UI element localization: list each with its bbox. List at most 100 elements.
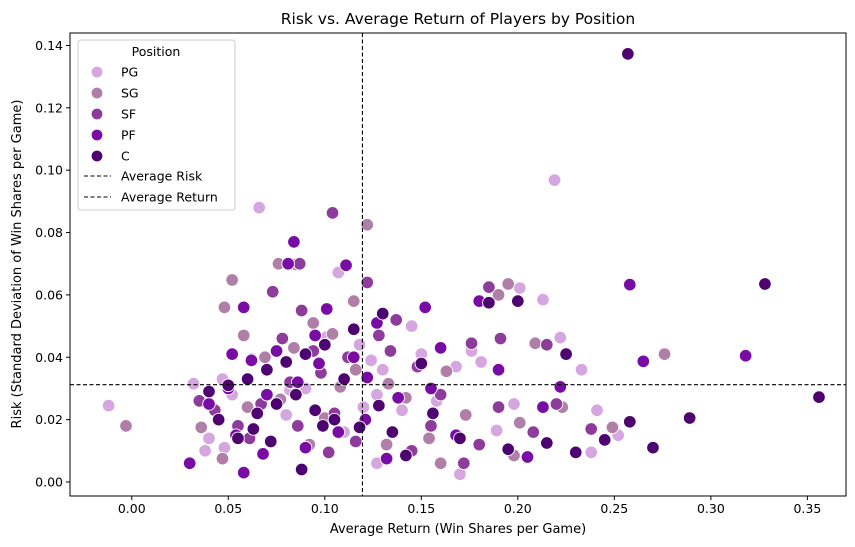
point-c-39 [316,419,330,433]
point-sf-25 [433,387,448,402]
point-pf-35 [379,451,394,466]
point-c-40 [246,422,261,436]
point-sg-29 [194,420,209,435]
point-c-16 [279,355,293,369]
point-pf-25 [391,391,405,405]
point-sg-27 [325,327,340,341]
point-c-1 [758,277,772,291]
point-c-15 [298,347,313,361]
point-c-10 [453,431,467,446]
point-c-31 [426,406,440,421]
point-pg-16 [202,431,216,446]
point-pg-35 [352,338,367,352]
y-tick-label: 0.00 [35,474,63,489]
point-sg-16 [236,328,251,343]
point-c-32 [501,442,515,456]
point-sf-7 [584,422,598,436]
legend-marker-pg [90,65,104,79]
point-c-26 [308,403,322,418]
point-c-25 [289,387,303,402]
x-tick-label: 0.20 [504,501,532,516]
point-c-18 [240,372,255,386]
point-sg-24 [240,400,255,414]
point-pf-16 [244,353,259,368]
point-sf-3 [360,275,375,290]
y-tick-label: 0.08 [35,225,63,240]
point-pf-37 [225,347,239,361]
x-tick-label: 0.10 [311,501,339,516]
point-pg-27 [404,319,419,333]
point-pf-6 [738,348,753,363]
point-c-33 [540,436,554,450]
y-axis-label: Risk (Standard Deviation of Win Shares p… [10,100,25,429]
legend: Position PG SG SF PF C Average Risk Average Re… [77,39,236,211]
point-pf-15 [269,344,284,358]
point-pf-5 [636,354,651,369]
point-c-34 [597,433,612,447]
legend-label-pg: PG [121,65,138,80]
point-c-19 [221,378,236,393]
point-sf-1 [292,256,307,271]
legend-label-line-0: Average Risk [121,169,203,184]
point-sg-6 [501,277,515,291]
point-c-3 [682,411,697,425]
y-tick-label: 0.12 [35,100,63,115]
point-pf-14 [308,328,322,343]
point-pf-1 [287,235,301,249]
point-sg-22 [422,431,436,446]
point-c-35 [294,462,309,477]
point-pg-0 [101,398,116,413]
point-sf-22 [275,331,290,346]
point-pf-31 [291,375,305,389]
point-pf-18 [202,397,216,411]
point-sf-6 [540,338,554,352]
chart-title: Risk vs. Average Return of Players by Po… [281,10,636,28]
legend-marker-pf [90,128,104,142]
point-sf-13 [424,419,438,433]
point-pg-14 [489,423,504,438]
point-sg-18 [306,316,320,330]
point-pf-21 [256,447,270,461]
x-tick-label: 0.00 [118,501,146,516]
points-layer [101,47,826,481]
point-sg-1 [225,273,239,287]
point-c-11 [414,356,429,371]
point-sf-10 [472,437,486,452]
legend-marker-c [90,149,104,163]
legend-label-pf: PF [121,128,136,143]
point-sf-34 [294,303,309,318]
point-c-7 [559,347,573,361]
point-sg-9 [605,420,620,435]
point-pf-9 [520,450,535,464]
point-pg-24 [507,397,521,411]
point-c-24 [269,397,284,411]
point-pf-34 [433,341,448,355]
point-c-2 [812,390,826,404]
x-axis-ticks: 0.00 0.05 0.10 0.15 0.20 0.25 0.30 0.35 [118,496,821,516]
point-sf-2 [265,285,280,299]
point-c-9 [482,295,496,310]
legend-marker-sg [90,86,104,100]
point-sg-15 [217,300,232,315]
point-pg-21 [375,362,390,377]
y-axis-ticks: 0.00 0.02 0.04 0.06 0.08 0.10 0.12 0.14 [35,38,70,489]
point-sf-27 [526,425,541,439]
point-sg-4 [360,217,375,232]
point-pg-5 [536,292,550,307]
point-sf-35 [321,445,336,460]
point-sf-9 [491,400,506,414]
point-pf-30 [347,350,361,365]
point-pg-20 [364,353,378,368]
point-pg-8 [574,362,589,377]
point-pf-7 [553,380,568,394]
point-pf-13 [319,302,334,316]
point-c-12 [375,306,390,321]
point-c-8 [511,294,525,308]
point-pg-34 [370,387,384,402]
point-c-22 [231,431,245,446]
point-pg-6 [513,281,527,295]
point-c-4 [646,440,660,455]
point-pf-0 [339,258,353,273]
x-tick-label: 0.05 [214,501,242,516]
